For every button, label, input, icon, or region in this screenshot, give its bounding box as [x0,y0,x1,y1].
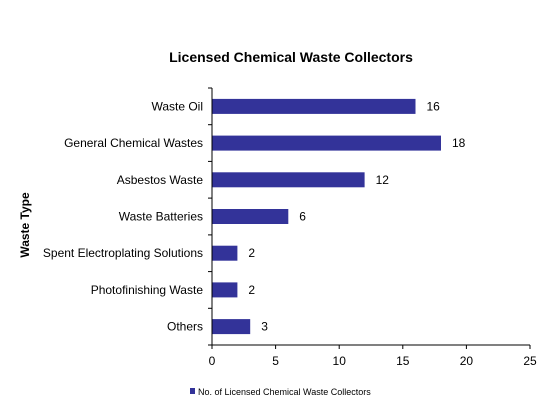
data-label: 3 [261,320,268,334]
x-tick-label: 0 [209,354,216,368]
bar [212,172,365,188]
x-tick-label: 20 [460,354,474,368]
x-tick-label: 5 [272,354,279,368]
category-label: Asbestos Waste [117,173,204,187]
category-label: Spent Electroplating Solutions [43,246,203,260]
data-label: 2 [248,283,255,297]
bar [212,282,238,298]
bar [212,135,441,151]
bar [212,245,238,261]
category-label: General Chemical Wastes [64,136,203,150]
data-label: 16 [427,99,441,113]
bar [212,98,416,114]
x-tick-label: 15 [396,354,410,368]
data-label: 18 [452,136,466,150]
bar [212,209,289,224]
chart-title: Licensed Chemical Waste Collectors [169,49,413,65]
data-label: 6 [299,210,306,224]
data-label: 12 [376,173,390,187]
legend: No. of Licensed Chemical Waste Collector… [190,387,371,397]
category-label: Waste Oil [151,99,203,113]
category-label: Photofinishing Waste [91,283,204,297]
x-tick-label: 10 [333,354,347,368]
category-label: Waste Batteries [119,210,203,224]
legend-label: No. of Licensed Chemical Waste Collector… [198,387,371,397]
plot-area: Waste Oil 16 General Chemical Wastes 18 Asbe… [43,87,537,368]
category-label: Others [167,320,203,334]
x-tick-label: 25 [523,354,537,368]
y-axis-label: Waste Type [18,192,32,258]
legend-swatch [190,388,195,394]
data-label: 2 [248,246,255,260]
bar [212,319,251,335]
